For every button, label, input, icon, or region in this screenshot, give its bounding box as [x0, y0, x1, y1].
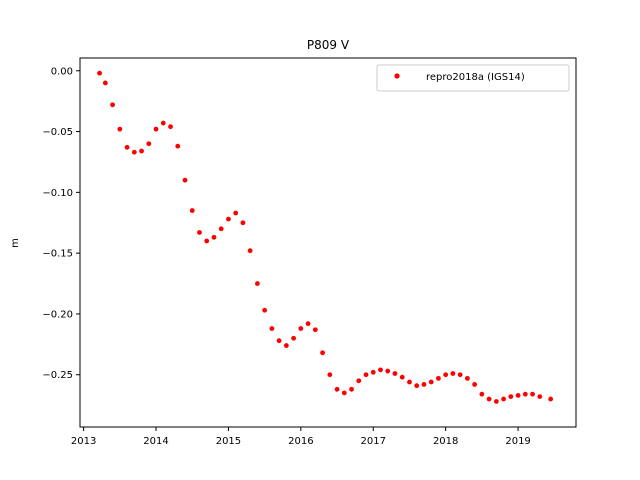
- y-tick-label: −0.15: [42, 249, 73, 260]
- data-point: [189, 208, 195, 213]
- data-point: [298, 326, 304, 331]
- chart-title: P809 V: [307, 38, 350, 52]
- data-point: [327, 372, 333, 378]
- data-point: [508, 394, 514, 400]
- data-point: [204, 238, 210, 244]
- x-tick-label: 2014: [143, 436, 168, 447]
- plot-frame: [79, 57, 577, 428]
- data-point: [486, 396, 492, 402]
- data-point: [262, 307, 268, 313]
- data-point: [312, 327, 318, 333]
- x-tick-label: 2018: [433, 436, 458, 447]
- y-tick-label: −0.25: [42, 370, 73, 381]
- data-point: [247, 248, 253, 254]
- data-point: [197, 230, 202, 235]
- data-point: [356, 378, 362, 384]
- data-point: [370, 369, 376, 375]
- data-point: [110, 102, 115, 108]
- data-point: [436, 375, 441, 381]
- y-axis-label: m: [10, 238, 21, 248]
- data-point: [240, 220, 246, 226]
- data-point: [530, 391, 535, 397]
- data-point: [291, 335, 297, 341]
- data-point: [548, 396, 554, 402]
- data-point: [175, 143, 181, 149]
- y-tick-label: −0.10: [42, 188, 73, 199]
- data-point: [305, 321, 311, 327]
- data-point: [443, 372, 449, 378]
- data-point: [501, 396, 506, 402]
- data-point: [392, 371, 398, 376]
- data-point: [378, 367, 383, 373]
- data-point: [522, 391, 528, 397]
- data-point: [493, 399, 499, 404]
- x-tick-label: 2017: [361, 436, 386, 447]
- data-point: [341, 390, 347, 396]
- y-tick-label: 0.00: [51, 66, 73, 77]
- data-point: [139, 148, 144, 154]
- data-point: [421, 382, 427, 387]
- data-point: [233, 210, 239, 216]
- data-point: [537, 394, 543, 400]
- data-point: [464, 375, 470, 381]
- y-tick-label: −0.05: [42, 127, 73, 138]
- legend-label: repro2018a (IGS14): [426, 72, 525, 83]
- y-axis: 0.00 −0.05 −0.10 −0.15 −0.20 −0.25: [42, 66, 80, 381]
- data-point: [269, 326, 275, 331]
- data-point: [153, 126, 159, 132]
- x-axis: 2013 2014 2015 2016 2017 2018 2019: [71, 427, 531, 447]
- data-point: [515, 392, 521, 398]
- y-tick-label: −0.20: [42, 309, 73, 320]
- data-point: [283, 343, 289, 348]
- data-point: [211, 234, 217, 240]
- data-point: [414, 383, 420, 389]
- data-point: [168, 124, 173, 130]
- data-point: [160, 120, 166, 126]
- data-point: [226, 216, 231, 222]
- x-tick-label: 2019: [505, 436, 530, 447]
- data-point: [102, 80, 108, 86]
- data-points: [97, 70, 554, 404]
- data-point: [97, 70, 102, 76]
- data-point: [218, 226, 224, 232]
- data-point: [385, 368, 391, 374]
- data-point: [117, 126, 123, 132]
- data-point: [479, 391, 485, 397]
- legend-box: [376, 64, 570, 92]
- data-point: [146, 141, 152, 147]
- data-point: [457, 372, 463, 378]
- data-point: [320, 350, 325, 356]
- x-tick-label: 2015: [216, 436, 241, 447]
- data-point: [255, 281, 260, 286]
- data-point: [472, 382, 478, 387]
- data-point: [363, 372, 369, 378]
- data-point: [182, 177, 188, 183]
- x-tick-label: 2013: [71, 436, 96, 447]
- data-point: [450, 371, 456, 376]
- legend: repro2018a (IGS14): [376, 64, 570, 92]
- legend-marker: [394, 73, 400, 79]
- data-point: [334, 386, 340, 392]
- data-point: [276, 338, 282, 344]
- data-point: [124, 144, 130, 150]
- data-point: [131, 149, 137, 155]
- data-point: [407, 379, 412, 385]
- x-tick-label: 2016: [288, 436, 313, 447]
- data-point: [399, 374, 405, 380]
- data-point: [428, 379, 434, 385]
- data-point: [349, 386, 354, 392]
